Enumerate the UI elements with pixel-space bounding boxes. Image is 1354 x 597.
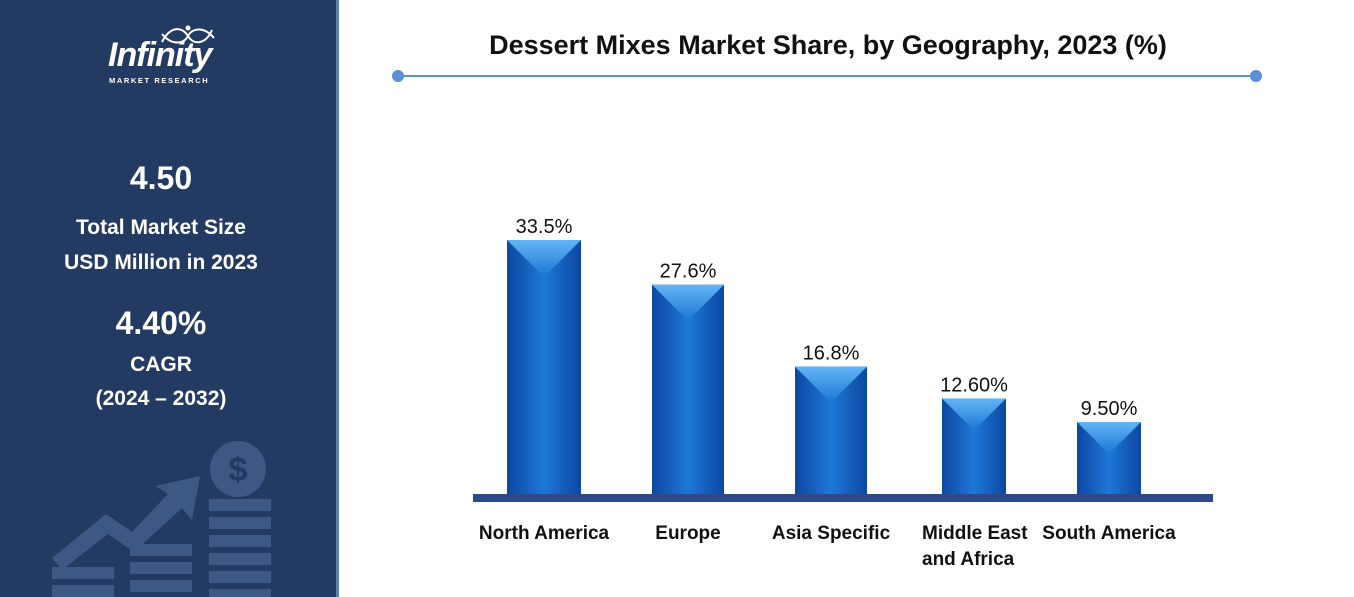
data-label: 27.6%: [660, 261, 717, 283]
logo-wordmark: Infinity: [108, 36, 212, 74]
bar: [942, 398, 1006, 494]
market-size-label: Total Market Size: [76, 216, 246, 239]
logo-tagline: MARKET RESEARCH: [109, 76, 210, 85]
category-label: Europe: [655, 523, 720, 544]
market-size-unit-label: USD Million in 2023: [64, 251, 258, 274]
category-label: Asia Specific: [772, 523, 891, 544]
bar: [652, 284, 724, 494]
cagr-value: 4.40%: [115, 305, 207, 341]
cagr-label: CAGR: [130, 353, 192, 376]
bar: [795, 366, 867, 494]
chart-title: Dessert Mixes Market Share, by Geography…: [489, 30, 1167, 60]
x-axis-baseline: [473, 494, 1213, 502]
sidebar-panel: Infinity MARKET RESEARCH 4.50 Total Mark…: [0, 0, 339, 597]
title-divider: [392, 70, 1262, 82]
data-label: 9.50%: [1081, 398, 1138, 420]
svg-text:$: $: [229, 451, 248, 489]
data-label: 12.60%: [940, 374, 1008, 396]
logo-swirl-icon: [161, 25, 215, 44]
category-label: North America: [479, 523, 610, 544]
data-label: 33.5%: [516, 216, 573, 238]
company-logo: Infinity MARKET RESEARCH: [100, 22, 250, 92]
market-size-value: 4.50: [129, 160, 193, 196]
category-label: Middle East and Africa: [922, 523, 1028, 570]
data-label: 16.8%: [803, 343, 860, 365]
category-label: South America: [1042, 523, 1176, 544]
cagr-period: (2024 – 2032): [95, 387, 227, 410]
bar: [507, 240, 581, 494]
dollar-growth-chart-icon: $: [52, 441, 271, 597]
bar-chart: 33.5% 27.6% 16.8% 12.60% 9.50% North America…: [473, 216, 1213, 570]
bar: [1077, 421, 1141, 494]
